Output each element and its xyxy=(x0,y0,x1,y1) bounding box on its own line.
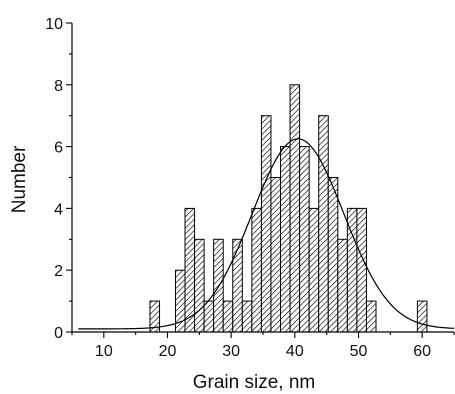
y-axis-title: Number xyxy=(9,145,30,213)
y-tick-label: 0 xyxy=(54,325,63,342)
x-tick-label: 60 xyxy=(413,343,431,360)
histogram-bar xyxy=(184,207,196,333)
x-tick-label: 10 xyxy=(95,343,113,360)
histogram-bar xyxy=(416,300,428,333)
y-tick-label: 2 xyxy=(54,263,63,280)
bars-layer xyxy=(149,84,428,333)
x-tick-label: 30 xyxy=(222,343,240,360)
histogram-bar xyxy=(327,177,339,333)
y-tick-label: 6 xyxy=(54,140,63,157)
x-tick-label: 40 xyxy=(286,343,304,360)
histogram-bar xyxy=(299,146,310,333)
y-tick-label: 10 xyxy=(45,16,63,33)
histogram-bar xyxy=(337,238,348,333)
x-axis-title: Grain size, nm xyxy=(193,372,315,393)
histogram-bar xyxy=(194,238,205,333)
histogram-bar xyxy=(270,177,282,333)
histogram-bar xyxy=(222,300,234,333)
histogram-bar xyxy=(241,300,253,333)
histogram-bar xyxy=(318,115,329,333)
fit-curve-layer xyxy=(78,138,455,330)
y-tick-label: 4 xyxy=(54,201,63,218)
axes-layer: 10 20 30 40 50 60 0 2 4 6 8 10 xyxy=(45,16,455,360)
histogram-bar xyxy=(260,115,272,333)
gaussian-fit-curve xyxy=(78,138,455,330)
x-tick-label: 50 xyxy=(350,343,368,360)
histogram-bar xyxy=(280,146,291,333)
histogram-bar xyxy=(365,300,377,333)
histogram-bar xyxy=(232,238,243,333)
histogram-bar xyxy=(308,207,320,333)
histogram-bar xyxy=(289,84,301,333)
histogram-bar xyxy=(356,207,367,333)
y-tick-label: 8 xyxy=(54,78,63,95)
histogram-bar xyxy=(203,300,215,333)
histogram-bar xyxy=(213,238,224,333)
histogram-bar xyxy=(251,207,262,333)
x-tick-label: 20 xyxy=(159,343,177,360)
